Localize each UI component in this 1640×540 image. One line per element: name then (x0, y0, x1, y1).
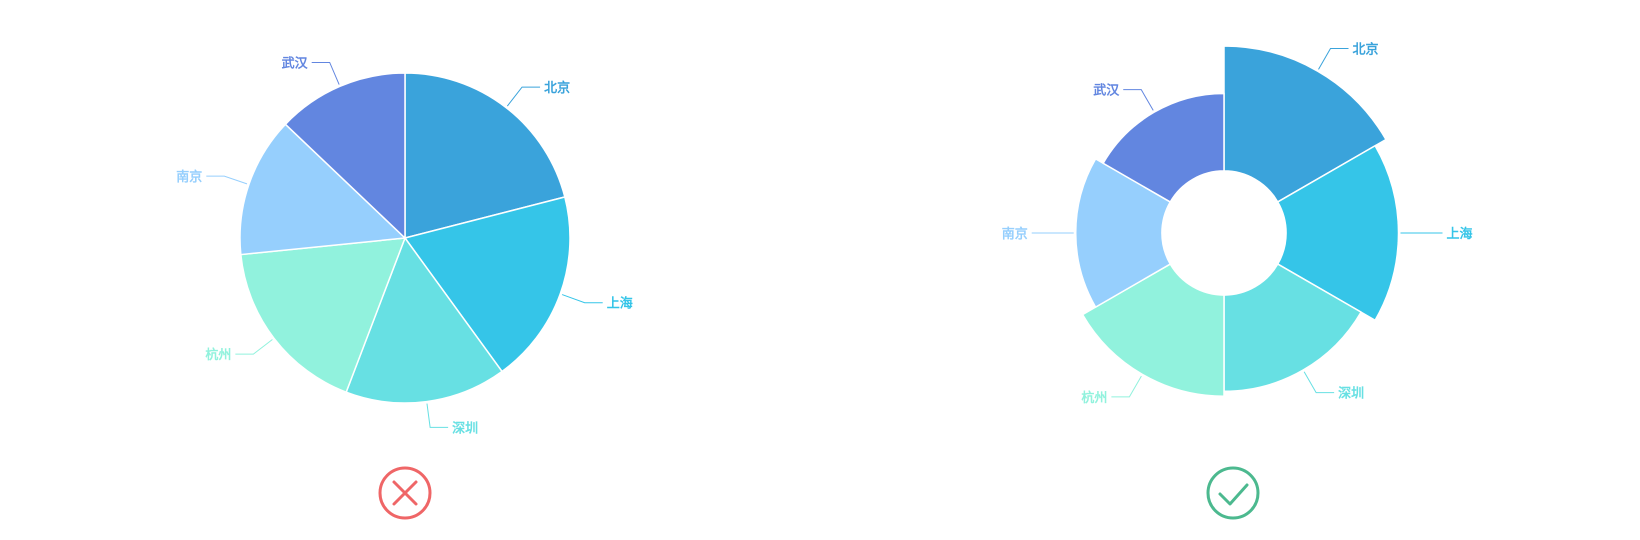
slice-label: 南京 (1002, 226, 1028, 242)
label-line (1111, 375, 1142, 398)
pie-slice (239, 123, 407, 256)
pie-slice (240, 237, 407, 394)
slice-label: 上海 (1447, 226, 1473, 242)
slice-label: 南京 (176, 169, 202, 185)
rose-sector (1223, 45, 1387, 203)
pie-slice (403, 196, 571, 373)
rose-sector (1081, 263, 1225, 398)
rose-sector (1074, 157, 1172, 309)
rose-sector (1276, 144, 1400, 322)
label-line (426, 403, 449, 428)
slice-label: 杭州 (1081, 390, 1107, 406)
label-line (1318, 48, 1349, 70)
slice-label: 上海 (607, 296, 633, 312)
slice-label: 北京 (544, 80, 570, 96)
label-line (206, 175, 248, 185)
slice-label: 武汉 (1093, 83, 1120, 99)
label-line (1123, 89, 1154, 111)
label-line (235, 339, 273, 355)
rose-sector (1223, 263, 1363, 393)
pie-slice (284, 72, 406, 240)
label-line (506, 86, 541, 107)
cross-circle-icon (378, 466, 432, 520)
pie-slice (404, 72, 566, 239)
label-line (1303, 371, 1335, 394)
check-circle-icon (1206, 466, 1260, 520)
slice-label: 深圳 (452, 420, 478, 436)
label-line (311, 61, 340, 85)
slice-label: 深圳 (1338, 386, 1364, 402)
rose-sector (1102, 92, 1225, 203)
slice-label: 武汉 (282, 55, 309, 71)
label-line (561, 294, 603, 304)
slice-label: 北京 (1353, 42, 1379, 58)
slice-label: 杭州 (205, 347, 231, 363)
pie-slice (345, 236, 504, 404)
